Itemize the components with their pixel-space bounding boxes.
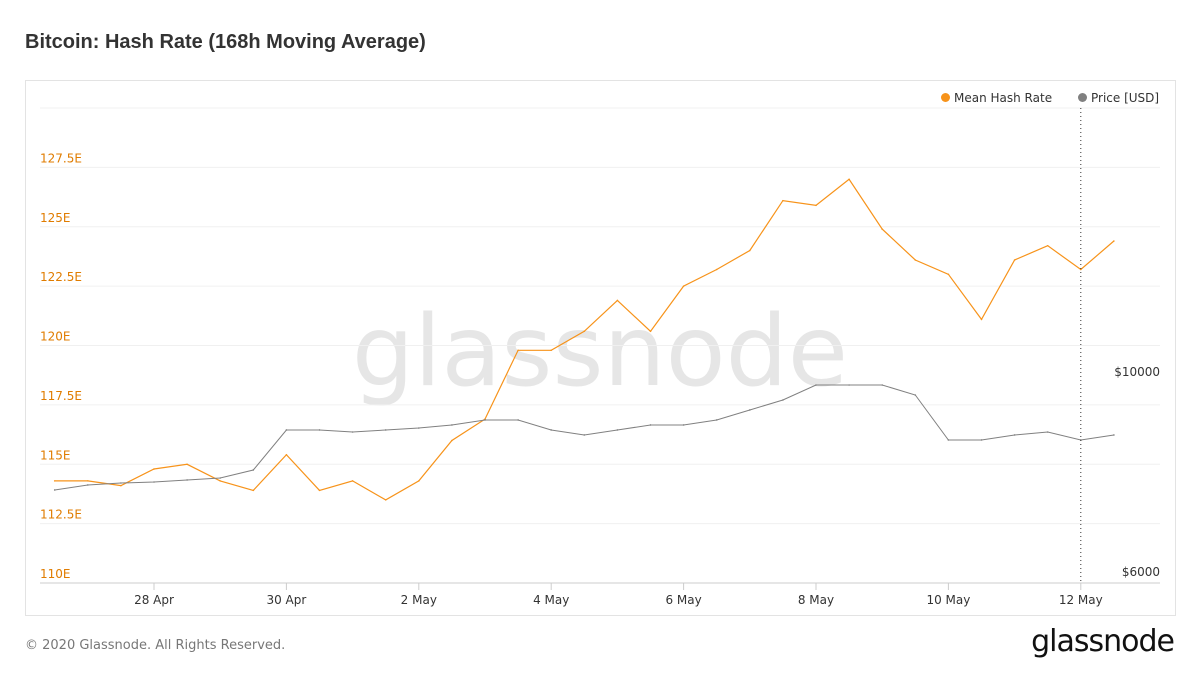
legend-item-hash[interactable]: Mean Hash Rate <box>941 91 1052 105</box>
watermark: glassnode <box>352 295 848 409</box>
data-point <box>682 285 685 287</box>
data-point <box>285 429 288 431</box>
y-left-tick-label: 115E <box>40 448 71 462</box>
data-point <box>947 439 950 441</box>
legend-label: Mean Hash Rate <box>954 91 1053 105</box>
data-point <box>384 499 387 501</box>
data-point <box>583 330 586 333</box>
data-point <box>351 480 354 482</box>
data-point <box>914 394 917 396</box>
data-point <box>186 463 188 466</box>
y-right-tick-label: $10000 <box>1114 365 1160 379</box>
x-tick-label: 10 May <box>926 593 970 607</box>
data-point <box>87 484 89 486</box>
data-point <box>682 424 685 426</box>
data-point <box>252 489 255 492</box>
data-point <box>583 434 586 436</box>
data-point <box>219 477 221 479</box>
data-point <box>881 228 883 230</box>
data-point <box>815 384 817 386</box>
data-point <box>649 330 652 333</box>
data-point <box>649 424 652 426</box>
x-tick-label: 8 May <box>798 593 834 607</box>
data-point <box>53 489 56 491</box>
data-point <box>848 384 850 386</box>
x-tick-label: 28 Apr <box>134 593 174 607</box>
glassnode-logo[interactable]: glassnode <box>1031 624 1175 659</box>
y-left-tick-label: 117.5E <box>40 389 82 403</box>
data-point <box>451 424 453 426</box>
x-tick-label: 2 May <box>401 593 437 607</box>
y-left-tick-label: 110E <box>40 567 71 581</box>
data-point <box>153 481 155 483</box>
data-point <box>715 268 718 271</box>
data-point <box>384 429 387 431</box>
y-left-tick-label: 127.5E <box>40 151 82 165</box>
data-point <box>120 482 122 484</box>
data-point <box>616 299 619 302</box>
legend-item-price[interactable]: Price [USD] <box>1078 91 1159 105</box>
data-point <box>980 318 983 321</box>
data-point <box>517 349 519 352</box>
data-point <box>1080 268 1082 271</box>
y-left-tick-label: 125E <box>40 211 71 225</box>
data-point <box>749 409 751 411</box>
data-point <box>418 480 420 482</box>
data-point <box>1046 431 1049 433</box>
data-point <box>318 429 321 431</box>
data-point <box>186 479 188 481</box>
data-point <box>451 439 453 442</box>
data-point <box>418 427 420 429</box>
data-point <box>947 273 950 276</box>
chart-frame <box>25 80 1176 616</box>
chart-title: Bitcoin: Hash Rate (168h Moving Average) <box>25 31 426 53</box>
y-left-tick-label: 112.5E <box>40 508 82 522</box>
data-point <box>1013 259 1016 261</box>
data-point <box>351 431 354 433</box>
data-point <box>881 384 883 386</box>
data-point <box>1113 240 1115 242</box>
data-point <box>550 349 552 352</box>
data-point <box>1113 434 1115 436</box>
legend-label: Price [USD] <box>1091 91 1160 105</box>
data-point <box>517 419 519 421</box>
data-point <box>285 453 288 456</box>
data-point <box>550 429 552 431</box>
y-left-tick-label: 122.5E <box>40 270 82 284</box>
x-tick-label: 30 Apr <box>266 593 306 607</box>
x-tick-label: 6 May <box>665 593 701 607</box>
y-right-tick-label: $6000 <box>1122 565 1160 579</box>
hash-dot-icon <box>941 93 950 102</box>
data-point <box>1046 244 1049 247</box>
data-point <box>980 439 983 441</box>
data-point <box>53 480 56 482</box>
data-point <box>782 399 784 401</box>
x-tick-label: 4 May <box>533 593 569 607</box>
data-point <box>715 419 718 421</box>
data-point <box>153 468 155 470</box>
data-point <box>749 249 751 252</box>
data-point <box>252 469 255 471</box>
data-point <box>815 204 817 207</box>
data-point <box>914 259 917 261</box>
data-point <box>219 480 221 482</box>
data-point <box>782 199 784 202</box>
data-point <box>120 484 122 487</box>
copyright: © 2020 Glassnode. All Rights Reserved. <box>25 638 286 653</box>
data-point <box>1013 434 1016 436</box>
data-point <box>848 178 850 181</box>
price-dot-icon <box>1078 93 1087 102</box>
x-tick-label: 12 May <box>1059 593 1103 607</box>
data-point <box>484 419 486 421</box>
y-left-tick-label: 120E <box>40 330 71 344</box>
data-point <box>616 429 619 431</box>
data-point <box>87 480 89 482</box>
data-point <box>318 489 321 492</box>
